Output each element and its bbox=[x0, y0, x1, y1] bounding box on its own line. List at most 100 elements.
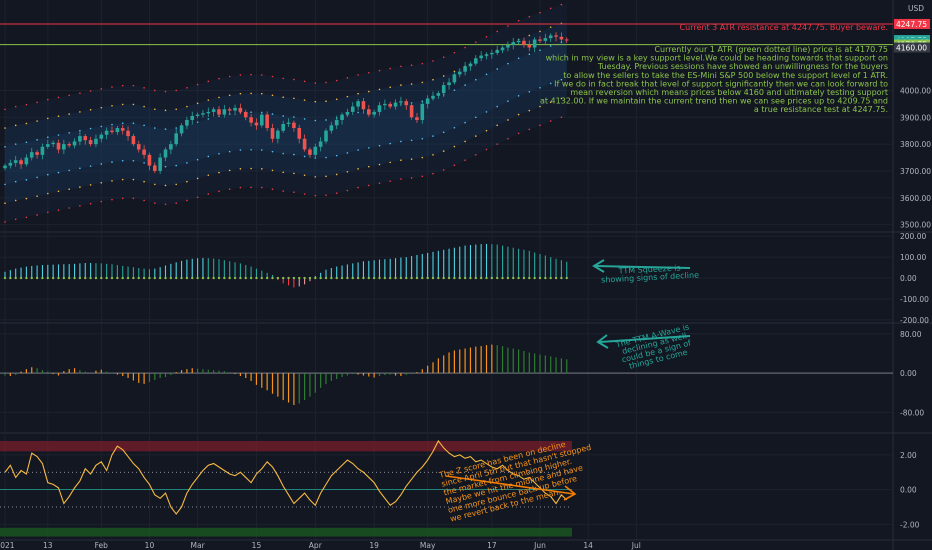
atr-band-dot bbox=[560, 78, 563, 81]
atr-band-dot bbox=[485, 73, 488, 76]
atr-band-dot bbox=[79, 92, 81, 94]
candle-body bbox=[136, 144, 141, 150]
zscore-line bbox=[4, 439, 568, 515]
price-pane[interactable]: Currently our 1 ATR (green dotted line) … bbox=[0, 2, 893, 223]
atr-band-dot bbox=[335, 154, 338, 157]
atr-band-dot bbox=[410, 177, 413, 179]
candle-body bbox=[104, 130, 109, 135]
squeeze-dot bbox=[260, 276, 263, 280]
atr-band-dot bbox=[539, 105, 541, 108]
atr-band-dot bbox=[228, 169, 231, 172]
squeeze-dot bbox=[330, 276, 333, 280]
atr-band-dot bbox=[389, 161, 392, 164]
candle-body bbox=[564, 39, 569, 41]
candle-body bbox=[490, 52, 494, 55]
candle-body bbox=[270, 128, 275, 139]
candle-body bbox=[554, 35, 558, 37]
squeeze-dot bbox=[362, 276, 365, 280]
atr-band-dot bbox=[442, 131, 445, 134]
atr-band-dot bbox=[475, 41, 477, 43]
squeeze-dot bbox=[405, 276, 408, 280]
atr-band-dot bbox=[100, 106, 103, 109]
atr-band-1-fill bbox=[5, 40, 567, 185]
squeeze-dot bbox=[212, 276, 215, 280]
atr-band-dot bbox=[368, 147, 370, 149]
candle-body bbox=[174, 133, 178, 145]
candle-body bbox=[46, 144, 50, 147]
squeeze-dot bbox=[148, 276, 151, 280]
candle-body bbox=[559, 36, 564, 40]
atr-band-dot bbox=[507, 137, 509, 140]
squeeze-dot bbox=[89, 276, 92, 280]
squeeze-dot bbox=[383, 276, 387, 280]
candle-body bbox=[40, 146, 45, 155]
candle-body bbox=[404, 101, 409, 106]
squeeze-dot bbox=[35, 276, 39, 280]
candle-body bbox=[506, 44, 510, 48]
squeeze-dot bbox=[437, 276, 440, 280]
atr-band-dot bbox=[507, 25, 509, 27]
squeeze-dot bbox=[94, 276, 98, 280]
candle-body bbox=[126, 130, 130, 137]
candle-body bbox=[457, 71, 462, 75]
atr-band-dot bbox=[25, 103, 28, 106]
squeeze-dot bbox=[249, 276, 253, 280]
atr-band-dot bbox=[410, 139, 413, 142]
time-axis-label: May bbox=[420, 541, 436, 550]
candle-body bbox=[115, 128, 120, 133]
candle-body bbox=[538, 39, 542, 41]
candle-body bbox=[72, 141, 77, 146]
candle-body bbox=[56, 142, 61, 150]
price-label-bg bbox=[894, 42, 930, 53]
candle-body bbox=[179, 125, 184, 134]
squeeze-dot bbox=[506, 276, 510, 280]
atr-band-dot bbox=[196, 196, 199, 199]
candle-body bbox=[13, 160, 18, 163]
squeeze-dot bbox=[110, 276, 114, 280]
price-axis[interactable]: 3500.00 3600.00 3700.00 3800.00 3900.00 4000.… bbox=[0, 18, 932, 550]
atr-band-dot bbox=[218, 96, 220, 99]
squeeze-dot bbox=[554, 276, 558, 280]
atr-band-dot bbox=[346, 152, 349, 154]
candle-body bbox=[500, 47, 505, 51]
atr-band-dot bbox=[143, 180, 145, 183]
atr-band-dot bbox=[410, 64, 413, 67]
atr-band-dot bbox=[517, 19, 520, 22]
zscore-arrowhead bbox=[563, 485, 577, 501]
atr-band-dot bbox=[453, 51, 456, 54]
squeeze-dot bbox=[431, 276, 435, 280]
atr-band-dot bbox=[132, 178, 135, 181]
atr-band-dot bbox=[36, 139, 38, 141]
candle-body bbox=[415, 117, 419, 120]
atr-band-dot bbox=[4, 127, 6, 129]
zscore-upper-zone bbox=[0, 440, 572, 452]
atr-band-dot bbox=[507, 62, 509, 65]
atr-band-dot bbox=[282, 115, 285, 117]
atr-band-dot bbox=[357, 168, 359, 170]
atr-band-dot bbox=[325, 81, 327, 84]
atr-band-dot bbox=[293, 97, 295, 100]
candle-body bbox=[206, 111, 211, 114]
atr-band-dot bbox=[14, 143, 17, 145]
atr-band-dot bbox=[239, 149, 242, 151]
atr-band-dot bbox=[250, 148, 252, 151]
atr-band-dot bbox=[121, 84, 124, 87]
squeeze-dot bbox=[14, 276, 17, 280]
price-label-text: 4160.00 bbox=[896, 44, 927, 53]
atr-band-dot bbox=[68, 188, 70, 191]
atr-band-dot bbox=[143, 199, 145, 202]
squeeze-dot bbox=[421, 276, 424, 280]
atr-band-dot bbox=[335, 79, 338, 82]
squeeze-dot bbox=[121, 276, 124, 280]
price-tick-label: 3900.00 bbox=[900, 113, 931, 122]
atr-band-dot bbox=[175, 183, 177, 186]
atr-band-dot bbox=[421, 137, 424, 140]
atr-band-dot bbox=[560, 3, 563, 6]
atr-band-dot bbox=[475, 135, 477, 137]
candle-body bbox=[19, 160, 23, 165]
candle-body bbox=[372, 111, 376, 115]
atr-band-dot bbox=[357, 186, 359, 189]
atr-band-dot bbox=[271, 188, 274, 191]
